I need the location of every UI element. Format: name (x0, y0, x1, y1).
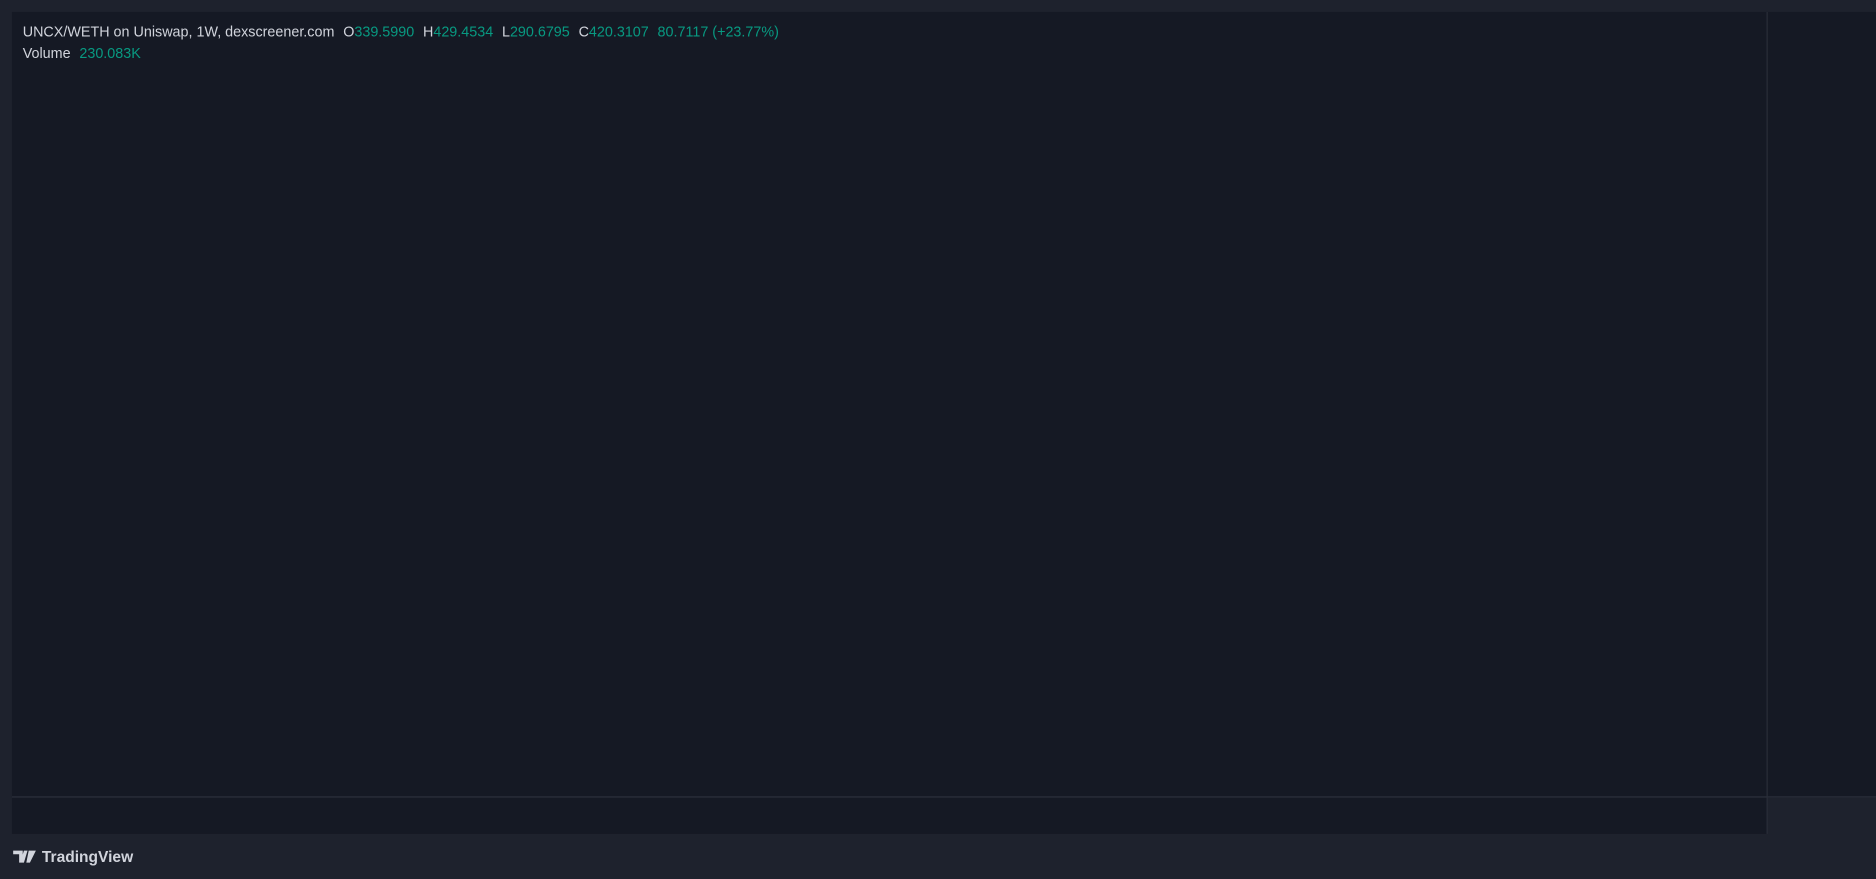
ohlc-label: O (343, 24, 354, 40)
ohlc-value: 339.5990 (354, 24, 414, 40)
ohlc-label: L (502, 24, 510, 40)
plot-area (11, 11, 1768, 797)
ohlc-label: H (423, 24, 433, 40)
brand-logo (13, 850, 36, 863)
brand-name: TradingView (42, 849, 134, 866)
change-value: 80.7117 (+23.77%) (658, 24, 779, 40)
price-axis (1767, 11, 1876, 797)
legend-header: UNCX/WETH on Uniswap, 1W, dexscreener.co… (23, 24, 779, 40)
volume-value: 230.083K (79, 46, 141, 62)
ohlc-value: 290.6795 (510, 24, 570, 40)
ohlc-label: C (579, 24, 589, 40)
volume-label: Volume (23, 46, 71, 62)
volume-header: Volume 230.083K (23, 46, 141, 62)
ohlc-value: 420.3107 (589, 24, 649, 40)
symbol: UNCX/WETH on Uniswap, 1W, dexscreener.co… (23, 24, 335, 40)
ohlc-value: 429.4534 (433, 24, 493, 40)
time-axis (11, 798, 1768, 834)
